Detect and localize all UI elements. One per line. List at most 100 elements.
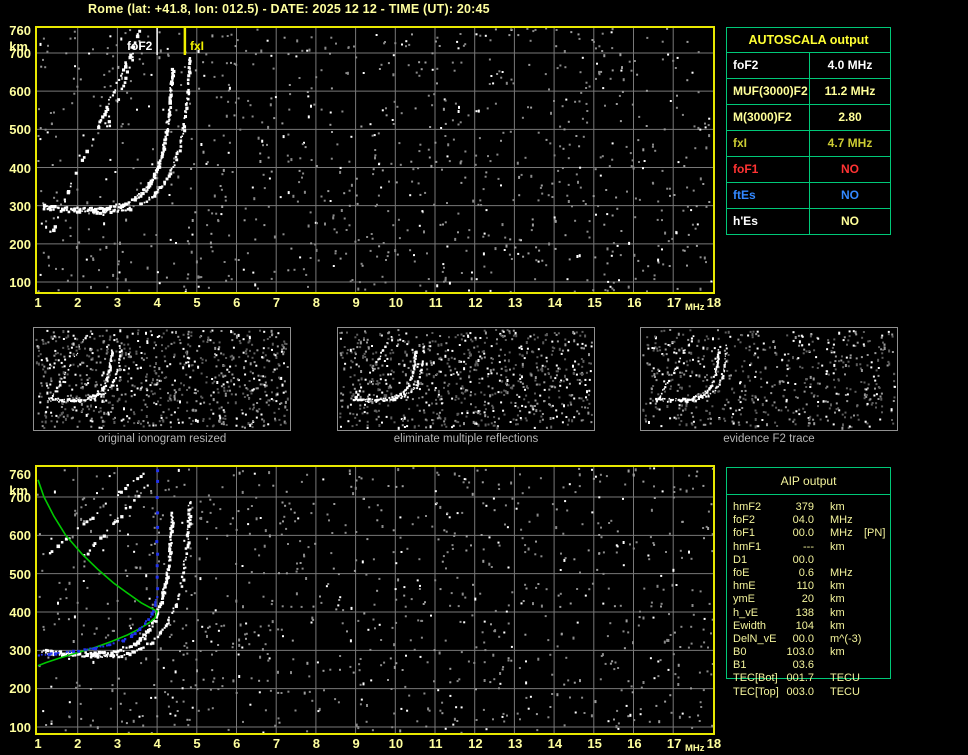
y-axis-tick-label: 500 [9, 567, 31, 582]
autoscala-row-muf-3000-f2: MUF(3000)F2 11.2 MHz [727, 79, 890, 105]
aip-value: --- [803, 540, 814, 553]
x-axis-tick-label: 1 [34, 295, 42, 310]
x-axis-tick-label: 13 [507, 295, 523, 310]
x-axis-tick-label: 18 [706, 736, 722, 751]
x-axis-tick-label: 12 [468, 295, 483, 310]
autoscala-parameter-label: h'Es [727, 209, 810, 234]
aip-row-fof2: foF2 04.0 MHz [726, 514, 896, 527]
x-axis-tick-label: 2 [74, 295, 82, 310]
x-axis-tick-label: 4 [153, 736, 161, 751]
aip-label: DelN_vE [733, 632, 777, 645]
aip-label: Ewidth [733, 619, 767, 632]
aip-row-deln-ve: DelN_vE 00.0 m^(-3) [726, 633, 896, 646]
aip-value: 379 [795, 501, 814, 513]
x-axis-tick-label: 15 [587, 295, 602, 310]
x-axis-tick-label: 7 [272, 295, 281, 310]
x-axis-tick-label: 2 [74, 736, 82, 751]
thumbnail-caption-evidence: evidence F2 trace [723, 433, 815, 445]
thumbnail-original-canvas [35, 329, 289, 429]
aip-unit: m^(-3) [830, 632, 862, 645]
x-axis-tick-label: 15 [587, 736, 602, 751]
foF2-marker-label: foF2 [127, 39, 153, 53]
y-axis-tick-label: 100 [9, 720, 31, 735]
aip-table-rows: hmF2 379 km foF2 04.0 MHz foF1 00.0 MHz [PN] hmF1 -… [726, 501, 896, 699]
thumbnail-evidence-canvas [642, 329, 896, 430]
x-axis-tick-label: 4 [153, 295, 161, 310]
y-axis-tick-label: 300 [9, 199, 31, 214]
autoscala-parameter-label: ftEs [727, 183, 810, 208]
aip-unit: MHz [830, 527, 853, 540]
y-axis-tick-label: 400 [9, 161, 31, 176]
x-axis-tick-label: 10 [388, 736, 404, 751]
x-axis-tick-label: 10 [388, 295, 404, 310]
aip-label: D1 [733, 553, 748, 566]
x-axis-tick-label: 7 [272, 736, 281, 751]
aip-label: hmE [733, 580, 756, 593]
bottom-ionogram-canvas [35, 465, 715, 735]
autoscala-parameter-label: foF2 [727, 53, 810, 78]
autoscala-row-fxi: fxI 4.7 MHz [727, 131, 890, 157]
autoscala-parameter-value: NO [841, 188, 859, 202]
autoscala-row-ftes: ftEs NO [727, 183, 890, 209]
aip-value: 04.0 [792, 514, 814, 527]
x-axis-tick-label: 9 [352, 295, 360, 310]
aip-unit: km [830, 606, 845, 619]
aip-row-tec-bot-: TEC[Bot] 001.7 TECU [726, 672, 896, 685]
aip-unit: km [830, 580, 845, 593]
aip-label: B0 [733, 646, 747, 659]
autoscala-parameter-label: foF1 [727, 157, 810, 182]
aip-unit: km [830, 593, 845, 606]
autoscala-parameter-value: 4.0 MHz [827, 58, 873, 72]
autoscala-parameter-value: NO [841, 162, 859, 176]
y-axis-tick-label: 400 [9, 605, 31, 620]
aip-value: 110 [796, 580, 814, 593]
x-axis-tick-label: 11 [428, 295, 443, 310]
autoscala-row-fof2: foF2 4.0 MHz [727, 53, 890, 79]
y-axis-tick-label: 200 [9, 681, 31, 696]
aip-unit: km [830, 619, 845, 632]
aip-table-header: AIP output [727, 468, 890, 495]
aip-row-b1: B1 03.6 [726, 659, 896, 672]
x-axis-tick-label: 13 [507, 736, 523, 751]
autoscala-parameter-value: NO [841, 214, 859, 228]
autoscala-table: AUTOSCALA output foF2 4.0 MHz MUF(3000)F2 1… [726, 27, 891, 235]
thumbnail-eliminate-canvas [339, 329, 593, 430]
aip-note: [PN] [864, 527, 886, 540]
aip-label: h_vE [733, 606, 759, 619]
x-axis-tick-label: 3 [113, 736, 122, 751]
x-axis-tick-label: 3 [113, 295, 122, 310]
aip-value: 103.0 [786, 646, 814, 659]
aip-row-foe: foE 0.6 MHz [726, 567, 896, 580]
top-ionogram-canvas [35, 26, 715, 294]
aip-label: hmF1 [733, 540, 762, 553]
y-axis-tick-label: 600 [9, 528, 31, 543]
aip-label: foF2 [733, 514, 756, 527]
aip-row-hmf2: hmF2 379 km [726, 501, 896, 514]
aip-value: 104 [795, 619, 814, 632]
aip-unit: km [830, 540, 845, 553]
aip-value: 03.6 [792, 659, 814, 672]
aip-label: ymE [733, 593, 755, 606]
page-title: Rome (lat: +41.8, lon: 012.5) - DATE: 20… [88, 2, 490, 16]
autoscala-parameter-value: 11.2 MHz [824, 84, 876, 98]
aip-label: B1 [733, 659, 747, 672]
autoscala-parameter-label: fxI [727, 131, 810, 156]
autoscala-parameter-value: 4.7 MHz [827, 136, 873, 150]
aip-row-d1: D1 00.0 [726, 554, 896, 567]
thumbnail-caption-original: original ionogram resized [97, 433, 227, 445]
x-axis-tick-label: 16 [627, 295, 642, 310]
y-axis-tick-label: 300 [9, 643, 31, 658]
x-axis-tick-label: 17 [666, 736, 682, 751]
aip-value: 20 [801, 593, 814, 606]
aip-label: hmF2 [733, 501, 762, 513]
x-axis-tick-label: 17 [666, 295, 682, 310]
y-axis-tick-label: 700 [9, 490, 31, 505]
autoscala-row-m-3000-f2: M(3000)F2 2.80 [727, 105, 890, 131]
x-axis-tick-label: 14 [547, 295, 563, 310]
thumbnail-eliminate-reflections [337, 327, 595, 431]
x-axis-tick-label: 16 [627, 736, 642, 751]
x-axis-tick-label: 18 [706, 295, 722, 310]
autoscala-parameter-label: M(3000)F2 [727, 105, 810, 130]
aip-label: TEC[Bot] [733, 672, 778, 685]
y-axis-tick-label: 500 [9, 122, 31, 137]
